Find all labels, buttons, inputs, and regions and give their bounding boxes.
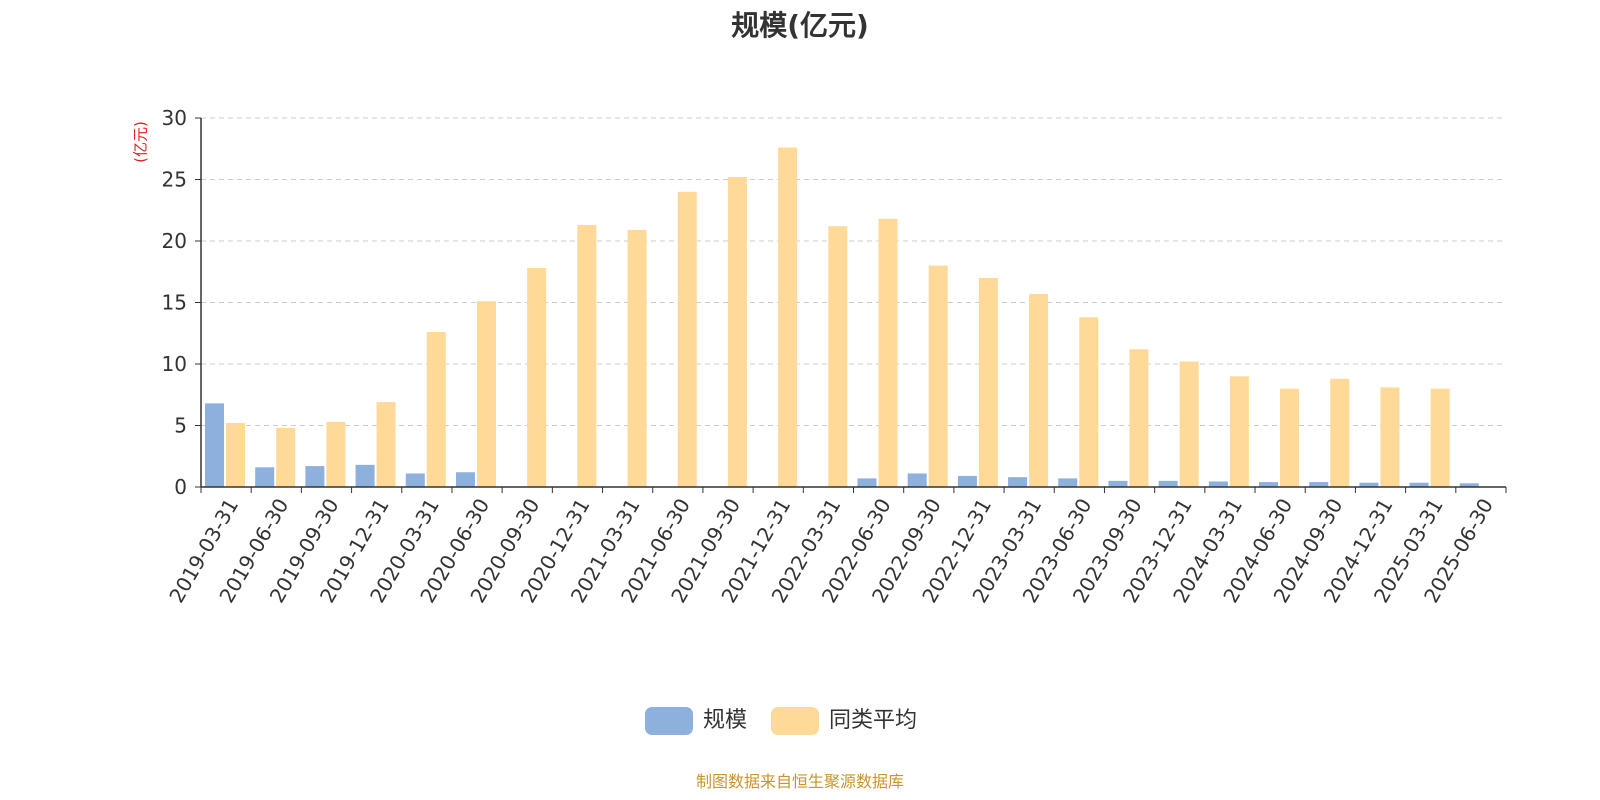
bar-peer-avg [326,421,346,487]
bar-peer-avg [1079,317,1099,487]
bar-peer-avg [476,301,496,487]
bar-scale [1409,482,1429,487]
legend-item-peer-avg[interactable]: 同类平均 [771,707,917,735]
bar-peer-avg [226,423,245,487]
bar-scale [405,473,425,487]
y-ticks: 0 5 10 15 20 25 30 [162,106,201,499]
bar-scale [907,473,927,487]
y-tick-label: 0 [174,475,187,499]
bar-peer-avg [1229,376,1249,487]
legend[interactable]: 规模 同类平均 [645,707,917,735]
bar-peer-avg [778,147,798,487]
y-tick-label: 15 [162,291,187,315]
y-axis-label: (亿元) [132,121,150,163]
legend-label: 同类平均 [829,708,917,733]
y-tick-label: 20 [162,229,187,253]
legend-item-scale[interactable]: 规模 [645,707,747,735]
bar-scale [1008,477,1028,487]
chart-title: 规模(亿元) [731,9,869,42]
bar-peer-avg [928,265,948,487]
bar-scale [1058,478,1078,487]
bar-peer-avg [1330,378,1350,487]
y-tick-label: 10 [162,352,187,376]
bar-peer-avg [527,268,547,487]
bars [205,147,1479,488]
y-tick-label: 25 [162,168,187,192]
bar-scale [305,466,325,487]
bar-scale [1359,482,1379,487]
legend-swatch [645,707,693,735]
bar-peer-avg [376,402,396,487]
grid-lines [201,117,1506,426]
bar-scale [1259,482,1279,487]
y-tick-label: 30 [162,106,187,130]
bar-scale [355,464,375,487]
bar-peer-avg [677,191,697,488]
bar-peer-avg [627,229,647,487]
bar-peer-avg [727,177,747,488]
bar-peer-avg [1029,293,1049,487]
bar-peer-avg [1430,388,1450,487]
source-note: 制图数据来自恒生聚源数据库 [695,772,904,791]
bar-peer-avg [276,427,296,487]
bar-scale [1158,480,1178,487]
bar-peer-avg [978,277,998,487]
legend-label: 规模 [703,708,747,733]
bar-scale [1108,480,1128,487]
bar-scale [255,467,275,487]
bar-peer-avg [1179,361,1199,487]
bar-peer-avg [1280,388,1300,487]
bar-peer-avg [878,218,898,488]
bar-peer-avg [828,226,848,488]
bar-scale [1459,483,1479,487]
bar-peer-avg [426,332,446,487]
bar-scale [1309,482,1329,487]
bar-peer-avg [1129,349,1149,487]
bar-scale [205,403,224,487]
x-ticks: 2019-03-312019-06-302019-09-302019-12-31… [164,487,1507,607]
bar-scale [455,472,475,487]
bar-scale [1208,481,1228,487]
bar-peer-avg [577,225,597,487]
bar-scale [957,475,977,487]
bar-peer-avg [1380,387,1400,487]
legend-swatch [771,707,819,735]
y-tick-label: 5 [174,414,187,438]
bar-scale [857,478,877,487]
